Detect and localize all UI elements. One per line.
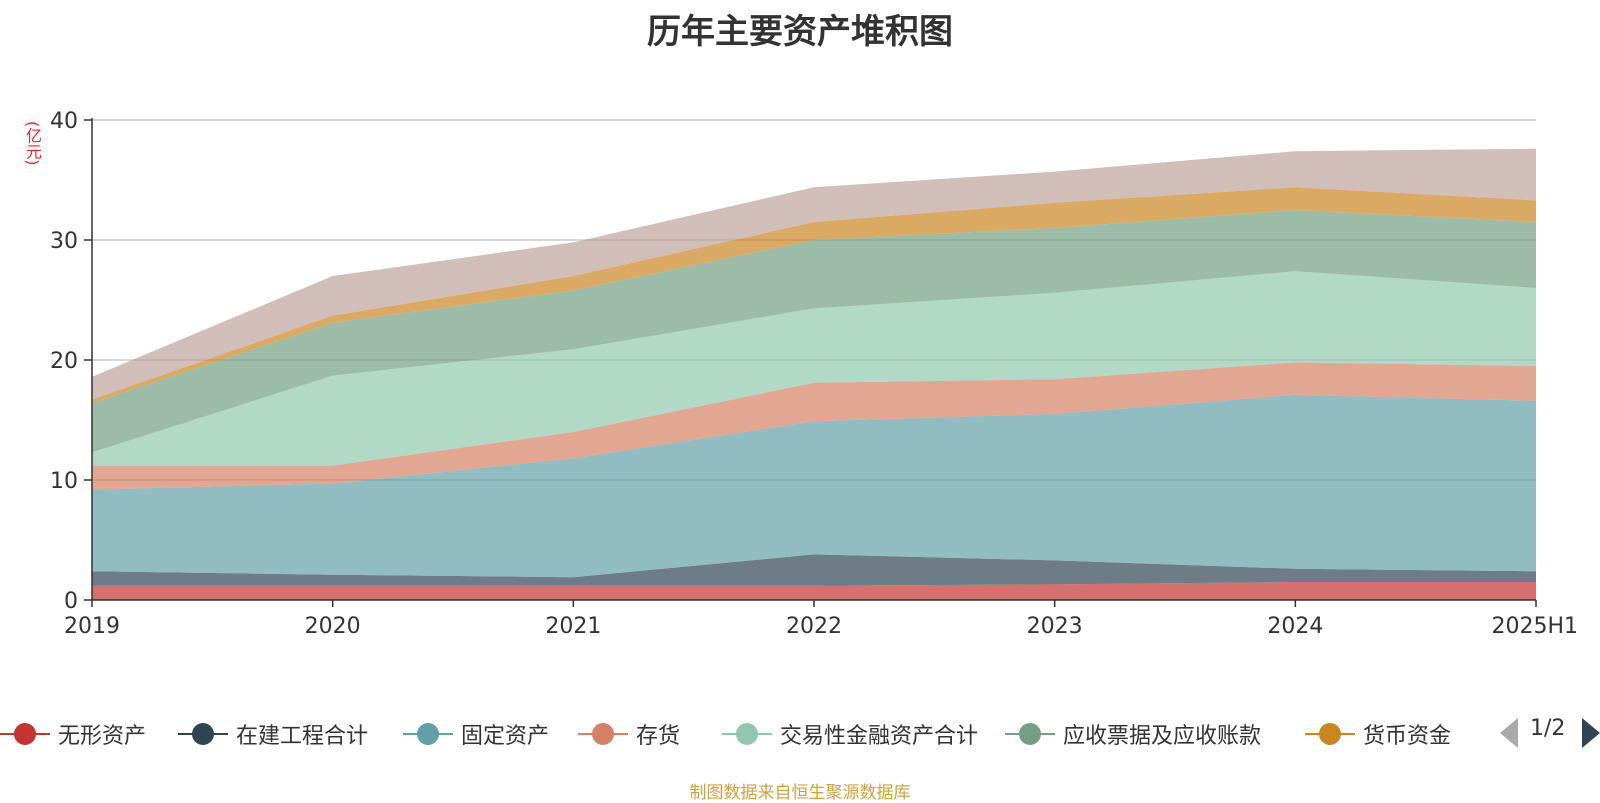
legend-next-page-icon[interactable] [1582, 718, 1600, 748]
legend-marker-icon [0, 716, 50, 752]
y-tick-label: 30 [50, 229, 78, 254]
x-tick-label: 2021 [545, 614, 601, 639]
area-series-2 [92, 554, 1536, 586]
y-tick-label: 10 [50, 469, 78, 494]
legend-label: 存货 [636, 724, 681, 749]
area-series-1 [92, 582, 1536, 600]
area-series-5 [92, 271, 1536, 466]
tick-labels: 0 10 20 30 40 2019 2020 2021 2022 2023 2024 2025H1 [50, 109, 1578, 639]
stacked-area-chart: 0 10 20 30 40 2019 2020 2021 2022 2023 2024 2025H1 [50, 109, 1578, 639]
x-tick-label: 2019 [64, 614, 120, 639]
x-tick-label: 2022 [786, 614, 842, 639]
y-tick-label: 20 [50, 349, 78, 374]
x-tick-label: 2023 [1027, 614, 1083, 639]
area-series-6 [92, 210, 1536, 453]
legend-label: 货币资金 [1363, 724, 1452, 749]
legend-item[interactable]: 交易性金融资产合计 [722, 716, 978, 752]
legend-item[interactable]: 无形资产 [0, 716, 146, 752]
area-series-3 [92, 394, 1536, 578]
y-tick-label: 0 [64, 589, 78, 614]
legend: 无形资产 在建工程合计 固定资产 存货 交易性金融资产合计 应收票据及应收账款 货币资金 [0, 716, 1600, 752]
legend-label: 交易性金融资产合计 [780, 724, 979, 749]
x-tick-label: 2024 [1267, 614, 1323, 639]
legend-marker-icon [1305, 716, 1355, 752]
legend-item[interactable]: 存货 [578, 716, 680, 752]
legend-item[interactable]: 固定资产 [403, 716, 549, 752]
legend-item[interactable]: 应收票据及应收账款 [1005, 716, 1261, 752]
legend-page-indicator: 1/2 [1530, 716, 1566, 741]
legend-marker-icon [403, 716, 453, 752]
y-tick-label: 40 [50, 109, 78, 134]
legend-marker-icon [1005, 716, 1055, 752]
legend-marker-icon [722, 716, 772, 752]
legend-prev-page-icon[interactable] [1500, 718, 1518, 748]
area-series-8 [92, 148, 1536, 400]
axes [84, 118, 1537, 607]
legend-item[interactable]: 货币资金 [1305, 716, 1451, 752]
legend-label: 无形资产 [58, 724, 147, 749]
legend-label: 应收票据及应收账款 [1063, 724, 1262, 749]
x-tick-label: 2025H1 [1491, 614, 1578, 639]
y-axis-unit-label: (亿元) [23, 121, 42, 166]
area-series-7 [92, 187, 1536, 404]
legend-label: 在建工程合计 [236, 724, 369, 749]
area-series [92, 148, 1536, 600]
area-series-4 [92, 362, 1536, 490]
legend-marker-icon [578, 716, 628, 752]
legend-label: 固定资产 [461, 724, 550, 749]
legend-marker-icon [178, 716, 228, 752]
chart-title: 历年主要资产堆积图 [647, 12, 953, 52]
legend-item[interactable]: 在建工程合计 [178, 716, 368, 752]
x-tick-label: 2020 [305, 614, 361, 639]
data-source-note: 制图数据来自恒生聚源数据库 [689, 783, 911, 803]
